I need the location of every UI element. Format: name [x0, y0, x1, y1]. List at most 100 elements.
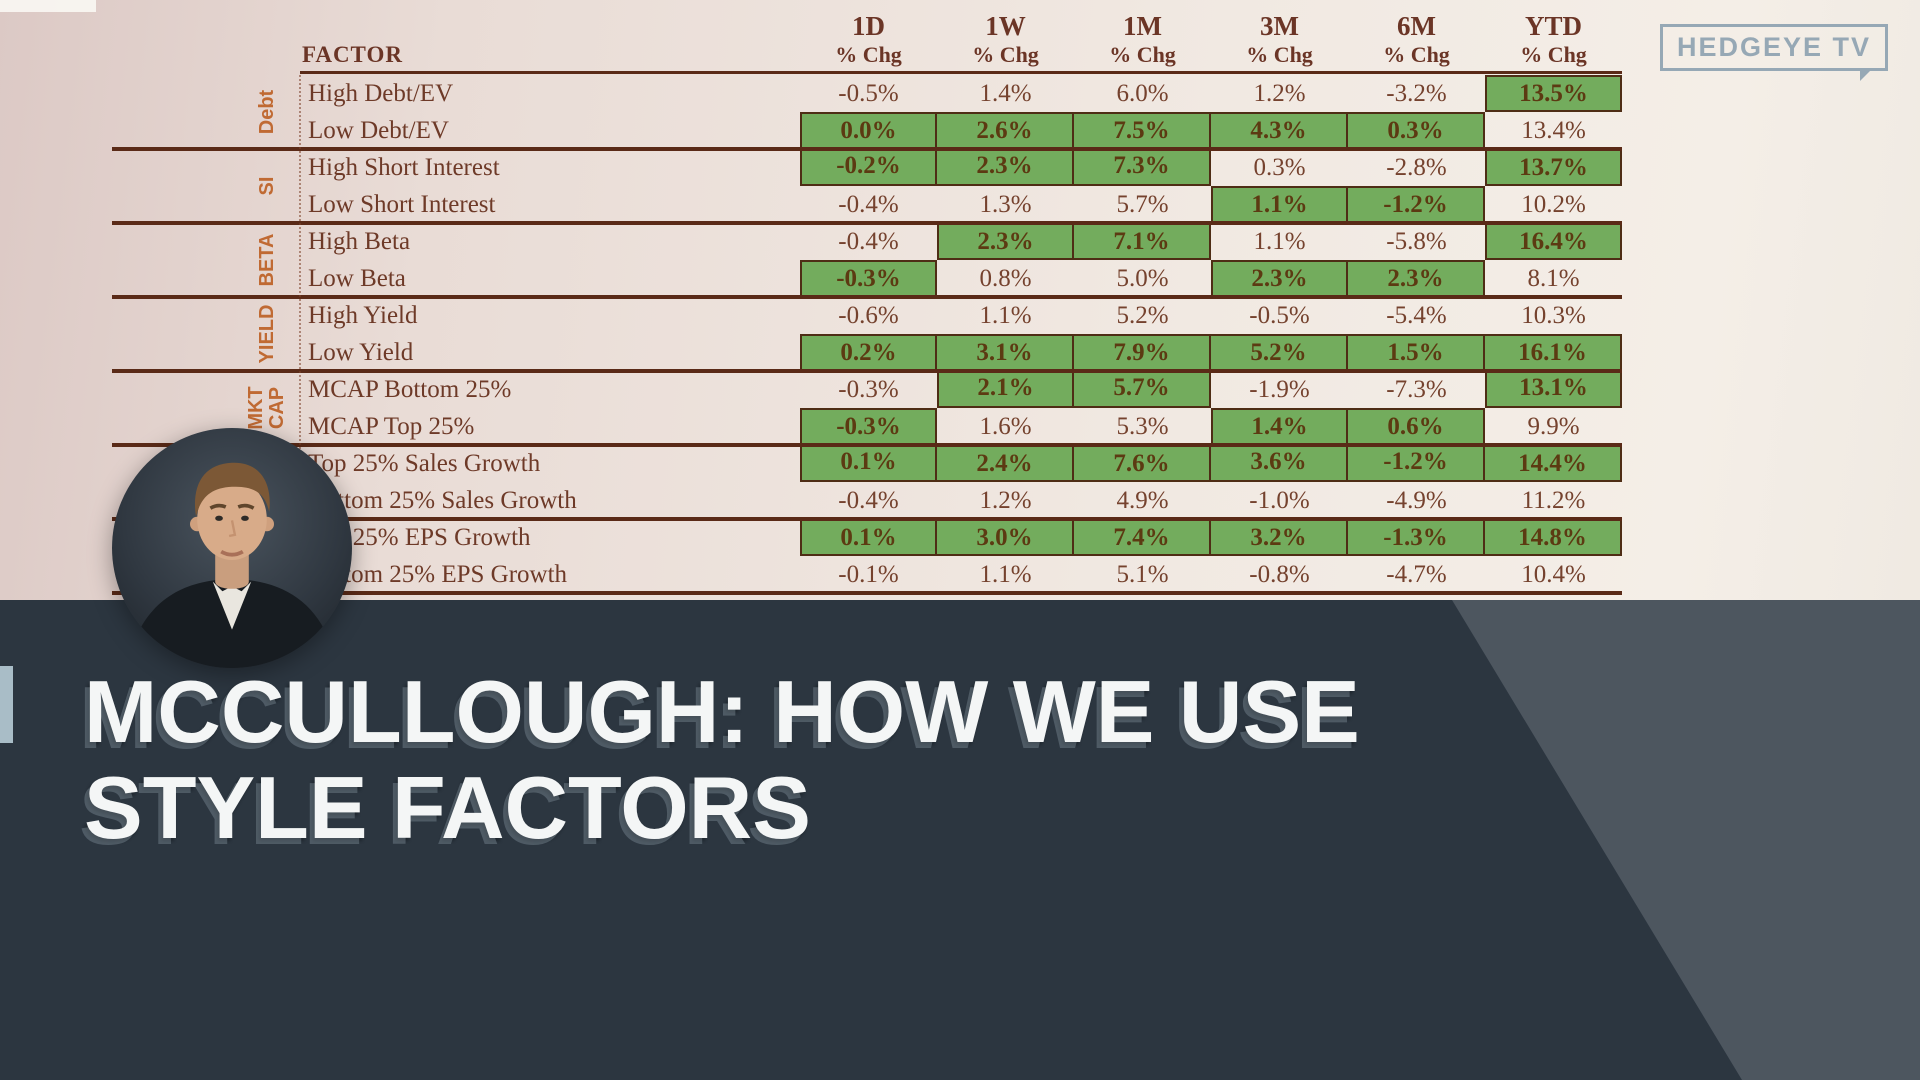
value-cell: 5.2% [1211, 334, 1348, 371]
banner [0, 600, 1742, 1080]
host-portrait-icon [112, 428, 352, 668]
value-cell: 1.1% [1211, 186, 1348, 223]
column-subheader: % Chg [1246, 42, 1313, 67]
factor-label: Low Short Interest [308, 191, 496, 218]
value-cell: 11.2% [1521, 487, 1586, 514]
value-cell: 4.9% [1116, 487, 1169, 514]
value-cell: -4.9% [1386, 487, 1447, 514]
column-subheader: % Chg [1109, 42, 1176, 67]
value-cell: -0.2% [800, 149, 937, 186]
value-cell: 5.1% [1116, 561, 1169, 588]
hedgeye-tv-logo-text: HEDGEYE TV [1677, 32, 1872, 62]
value-cell: 1.6% [979, 413, 1032, 440]
banner-accent-tab [0, 666, 13, 743]
column-subheader: % Chg [835, 42, 902, 67]
value-cell: 0.1% [800, 519, 937, 556]
value-cell: 0.1% [800, 445, 937, 482]
value-cell: -5.4% [1386, 302, 1447, 329]
column-header-1w: 1W% Chg [937, 10, 1074, 68]
value-cell: 8.1% [1527, 265, 1580, 292]
value-cell: 3.1% [937, 334, 1074, 371]
value-cell: 10.3% [1521, 302, 1586, 329]
value-cell: 2.3% [937, 223, 1074, 260]
value-cell: 14.8% [1485, 519, 1622, 556]
value-cell: 5.7% [1116, 191, 1169, 218]
value-cell: 10.2% [1521, 191, 1586, 218]
value-cell: 5.2% [1116, 302, 1169, 329]
value-cell: -0.6% [838, 302, 899, 329]
value-cell: -0.1% [838, 561, 899, 588]
value-cell: 4.3% [1211, 112, 1348, 149]
title-line-2: STYLE FACTORS [84, 758, 811, 857]
value-cell: 7.6% [1074, 445, 1211, 482]
factor-label: Low Debt/EV [308, 117, 449, 144]
factor-label: Bottom 25% EPS Growth [308, 561, 568, 588]
group-separator [112, 517, 1622, 521]
value-cell: 1.1% [979, 302, 1032, 329]
value-cell: 9.9% [1527, 413, 1580, 440]
column-header-6m: 6M% Chg [1348, 10, 1485, 68]
value-cell: -1.2% [1348, 445, 1485, 482]
group-separator [112, 147, 1622, 151]
value-cell: 2.6% [937, 112, 1074, 149]
table-factor-header: FACTOR [302, 42, 403, 67]
factor-label: Top 25% EPS Growth [308, 524, 531, 551]
value-cell: 7.9% [1074, 334, 1211, 371]
value-cell: 3.2% [1211, 519, 1348, 556]
value-cell: 0.8% [979, 265, 1032, 292]
column-header-1m: 1M% Chg [1074, 10, 1211, 68]
column-header-ytd: YTD% Chg [1485, 10, 1622, 68]
value-cell: 13.5% [1485, 75, 1622, 112]
value-cell: 16.4% [1485, 223, 1622, 260]
value-cell: 1.2% [1253, 80, 1306, 107]
factor-label: Low Yield [308, 339, 414, 366]
value-cell: 13.7% [1485, 149, 1622, 186]
value-cell: 7.4% [1074, 519, 1211, 556]
column-period: YTD [1524, 11, 1582, 41]
column-subheader: % Chg [972, 42, 1039, 67]
value-cell: 0.2% [800, 334, 937, 371]
column-period: 1M [1123, 11, 1162, 41]
value-cell: -1.2% [1348, 186, 1485, 223]
value-cell: -0.5% [1249, 302, 1310, 329]
factor-label: Top 25% Sales Growth [308, 450, 541, 477]
value-cell: -0.4% [838, 487, 899, 514]
column-header-1d: 1D% Chg [800, 10, 937, 68]
host-avatar [112, 428, 352, 668]
value-cell: 2.3% [1211, 260, 1348, 297]
factor-label: MCAP Bottom 25% [308, 376, 512, 403]
value-cell: 2.3% [937, 149, 1074, 186]
value-cell: 1.1% [1253, 228, 1306, 255]
value-cell: 1.3% [979, 191, 1032, 218]
column-period: 6M [1397, 11, 1436, 41]
group-label-yield: YIELD [255, 304, 278, 364]
value-cell: 0.0% [800, 112, 937, 149]
value-cell: 6.0% [1116, 80, 1169, 107]
group-separator [112, 443, 1622, 447]
value-cell: 14.4% [1485, 445, 1622, 482]
factor-label: High Yield [308, 302, 418, 329]
group-separator [112, 295, 1622, 299]
value-cell: 13.1% [1485, 371, 1622, 408]
column-period: 1W [985, 11, 1026, 41]
value-cell: -0.5% [838, 80, 899, 107]
value-cell: 7.1% [1074, 223, 1211, 260]
table-header-rule [300, 71, 1622, 74]
factor-label: Low Beta [308, 265, 406, 292]
factor-label: High Short Interest [308, 154, 500, 181]
value-cell: 3.6% [1211, 445, 1348, 482]
column-period: 3M [1260, 11, 1299, 41]
value-cell: 3.0% [937, 519, 1074, 556]
value-cell: -1.0% [1249, 487, 1310, 514]
value-cell: 10.4% [1521, 561, 1586, 588]
value-cell: -0.4% [838, 191, 899, 218]
group-label-debt: Debt [255, 89, 278, 135]
value-cell: -0.8% [1249, 561, 1310, 588]
value-cell: 5.0% [1116, 265, 1169, 292]
value-cell: 0.3% [1253, 154, 1306, 181]
value-cell: 5.3% [1116, 413, 1169, 440]
logo-speech-tail-icon [1860, 68, 1874, 81]
column-period: 1D [852, 11, 885, 41]
value-cell: -0.4% [838, 228, 899, 255]
value-cell: -0.3% [800, 260, 937, 297]
